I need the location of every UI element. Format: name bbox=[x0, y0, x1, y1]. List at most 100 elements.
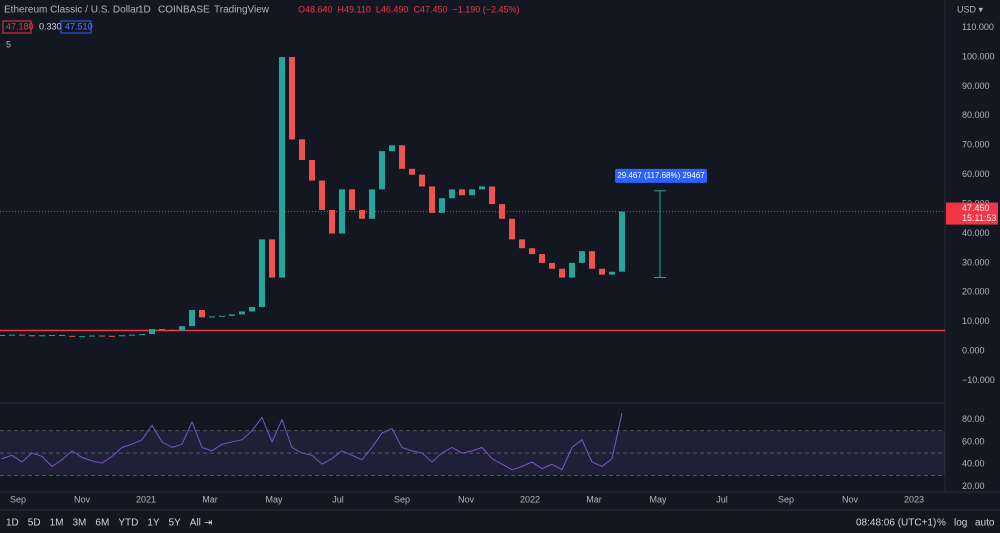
candle bbox=[429, 186, 435, 213]
date-range-icon[interactable]: ⇥ bbox=[204, 518, 212, 529]
candle bbox=[349, 189, 355, 210]
candle bbox=[439, 198, 445, 213]
bid: 47.180 bbox=[6, 21, 34, 31]
ohlc-value: O48.640 bbox=[298, 4, 333, 14]
candle bbox=[0, 334, 5, 336]
currency[interactable]: USD ▾ bbox=[957, 4, 984, 14]
ohlc-value: H49.110 bbox=[338, 4, 371, 14]
candle bbox=[369, 189, 375, 219]
candle bbox=[259, 239, 265, 308]
candle bbox=[149, 329, 155, 335]
candle bbox=[509, 218, 515, 240]
chart-option[interactable]: log bbox=[954, 518, 967, 529]
range-button[interactable]: All bbox=[190, 518, 201, 529]
candle bbox=[599, 268, 605, 275]
price-tick-label: 20.000 bbox=[962, 287, 990, 297]
candle bbox=[379, 151, 385, 190]
price-tick-label: 10.000 bbox=[962, 316, 990, 326]
candle bbox=[279, 57, 285, 278]
time-label: Jul bbox=[716, 494, 728, 504]
candle bbox=[329, 209, 335, 234]
ohlc-value: C47.450 bbox=[413, 4, 447, 14]
rsi-tick-label: 20.00 bbox=[962, 481, 985, 491]
candle bbox=[109, 335, 115, 337]
candle bbox=[79, 336, 85, 338]
price-tick-label: 40.000 bbox=[962, 228, 990, 238]
candle bbox=[529, 248, 535, 255]
candle bbox=[199, 309, 205, 318]
ohlc-value: L46.490 bbox=[376, 4, 409, 14]
time-label: 2021 bbox=[136, 494, 156, 504]
candle bbox=[59, 334, 65, 336]
range-button[interactable]: 3M bbox=[73, 518, 87, 529]
candle bbox=[89, 335, 95, 337]
exchange: COINBASE bbox=[158, 5, 210, 16]
candle bbox=[19, 334, 25, 336]
rsi-tick-label: 60.00 bbox=[962, 436, 985, 446]
candle bbox=[169, 329, 175, 331]
range-button[interactable]: 1D bbox=[6, 518, 19, 529]
candle bbox=[249, 307, 255, 312]
candle bbox=[49, 334, 55, 336]
chart-option[interactable]: % bbox=[937, 518, 946, 529]
measure-box bbox=[615, 168, 707, 183]
candle bbox=[419, 174, 425, 187]
time-label: Sep bbox=[10, 494, 26, 504]
candle bbox=[139, 334, 145, 336]
candle bbox=[569, 262, 575, 278]
measure-label: 29.467 (117.68%) 29467 bbox=[617, 171, 705, 180]
candle bbox=[209, 316, 215, 318]
candle bbox=[479, 186, 485, 190]
candle bbox=[129, 334, 135, 336]
ohlc-value: −1.190 (−2.45%) bbox=[452, 4, 519, 14]
candle bbox=[239, 311, 245, 315]
range-button[interactable]: 5D bbox=[28, 518, 41, 529]
candle bbox=[159, 329, 165, 331]
ask: 47.510 bbox=[65, 21, 93, 31]
candle bbox=[549, 262, 555, 269]
time-label: Nov bbox=[74, 494, 91, 504]
price-tick-label: 0.000 bbox=[962, 346, 985, 356]
time-label: 2023 bbox=[904, 494, 924, 504]
time-label: May bbox=[649, 494, 667, 504]
candle bbox=[619, 211, 625, 272]
source: TradingView bbox=[214, 5, 270, 16]
time-label: Mar bbox=[586, 494, 602, 504]
range-button[interactable]: 1Y bbox=[147, 518, 160, 529]
candle bbox=[189, 309, 195, 327]
candle bbox=[409, 168, 415, 175]
candle bbox=[489, 186, 495, 205]
candle bbox=[99, 335, 105, 337]
candle bbox=[319, 180, 325, 210]
price-tick-label: −10.000 bbox=[962, 375, 995, 385]
candle bbox=[609, 271, 615, 275]
range-button[interactable]: 1M bbox=[50, 518, 64, 529]
price-tick-label: 100.000 bbox=[962, 51, 995, 61]
spread: 0.330 bbox=[39, 21, 62, 31]
candle bbox=[9, 334, 15, 336]
clock: 08:48:06 (UTC+1) bbox=[856, 518, 936, 529]
candle bbox=[539, 254, 545, 263]
time-label: 2022 bbox=[520, 494, 540, 504]
rsi-tick-label: 80.00 bbox=[962, 414, 985, 424]
candle bbox=[389, 145, 395, 152]
candle bbox=[469, 189, 475, 196]
range-button[interactable]: 6M bbox=[95, 518, 109, 529]
range-button[interactable]: YTD bbox=[118, 518, 138, 529]
range-button[interactable]: 5Y bbox=[169, 518, 182, 529]
candle bbox=[589, 251, 595, 269]
time-label: Nov bbox=[842, 494, 859, 504]
last-price-label: 47.450 bbox=[962, 203, 990, 213]
candle bbox=[309, 159, 315, 181]
price-tick-label: 60.000 bbox=[962, 169, 990, 179]
bid-box bbox=[2, 20, 32, 34]
symbol: Ethereum Classic / U.S. Dollar bbox=[4, 5, 140, 16]
chart-option[interactable]: auto bbox=[975, 518, 995, 529]
candle bbox=[299, 139, 305, 160]
candle bbox=[119, 335, 125, 337]
time-label: May bbox=[265, 494, 283, 504]
time-label: Sep bbox=[394, 494, 410, 504]
indicator-count[interactable]: 5 bbox=[6, 39, 11, 49]
